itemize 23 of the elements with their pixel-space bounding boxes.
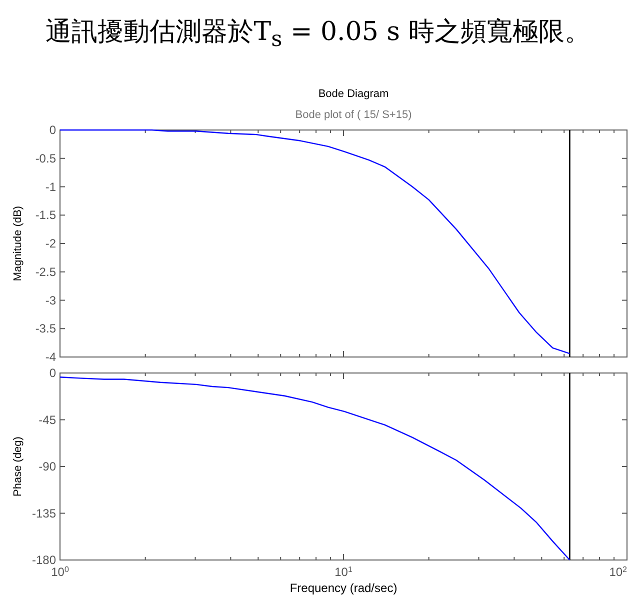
chart-subtitle: Bode plot of ( 15/ S+15) bbox=[295, 109, 412, 121]
y-tick-label: -4 bbox=[45, 350, 56, 364]
x-axis-title: Frequency (rad/sec) bbox=[290, 581, 398, 595]
y-tick-label: -3.5 bbox=[35, 322, 56, 336]
chart-title: Bode Diagram bbox=[318, 88, 389, 100]
y-axis-title: Phase (deg) bbox=[12, 436, 24, 496]
y-tick-label: -180 bbox=[32, 553, 56, 567]
y-tick-label: -45 bbox=[38, 412, 56, 427]
y-tick-label: -0.5 bbox=[35, 151, 56, 166]
y-tick-label: -90 bbox=[38, 460, 56, 474]
y-tick-label: -2.5 bbox=[35, 264, 56, 279]
y-tick-label: 0 bbox=[49, 123, 56, 137]
y-tick-label: 0 bbox=[49, 366, 56, 380]
y-tick-label: -2 bbox=[45, 236, 56, 250]
x-tick-label: 10$^{2}$ bbox=[609, 564, 628, 579]
y-tick-label: -3 bbox=[45, 293, 56, 308]
y-tick-label: -1 bbox=[45, 180, 56, 194]
y-tick-label: -135 bbox=[32, 506, 56, 520]
x-tick-label: 10$^{1}$ bbox=[334, 564, 353, 579]
y-axis-title: Magnitude (dB) bbox=[12, 206, 24, 282]
y-tick-label: -1.5 bbox=[35, 208, 56, 222]
text: 通訊擾動估測器於T$_{s}$ = 0.05 s 時之頻寬極限。 bbox=[46, 17, 590, 52]
x-tick-label: 10$^{0}$ bbox=[51, 564, 70, 579]
